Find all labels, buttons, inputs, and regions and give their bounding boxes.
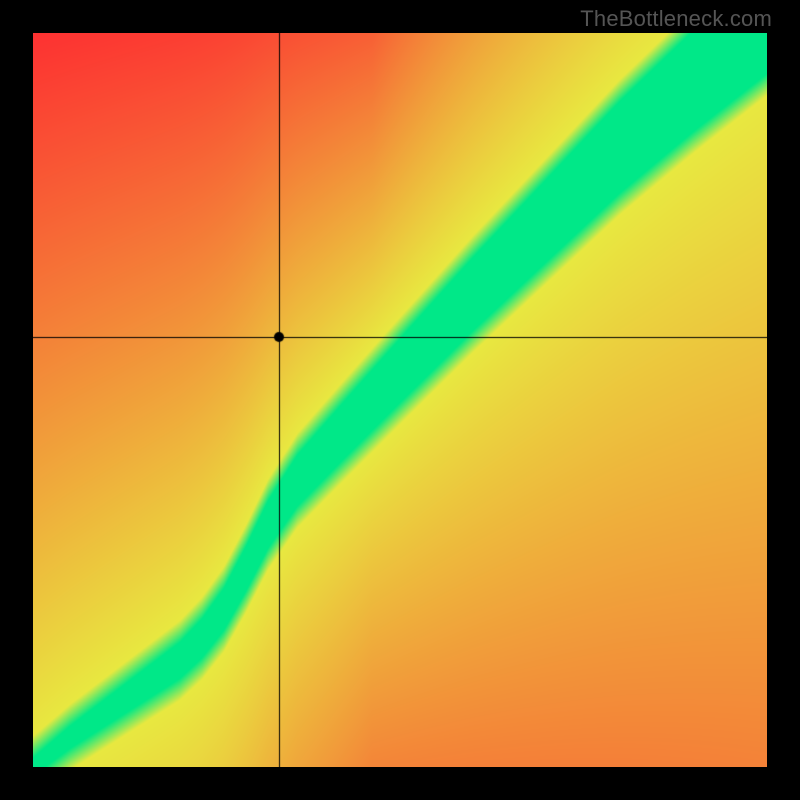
heatmap-canvas [33, 33, 767, 767]
heatmap-plot [33, 33, 767, 767]
watermark-text: TheBottleneck.com [580, 6, 772, 32]
